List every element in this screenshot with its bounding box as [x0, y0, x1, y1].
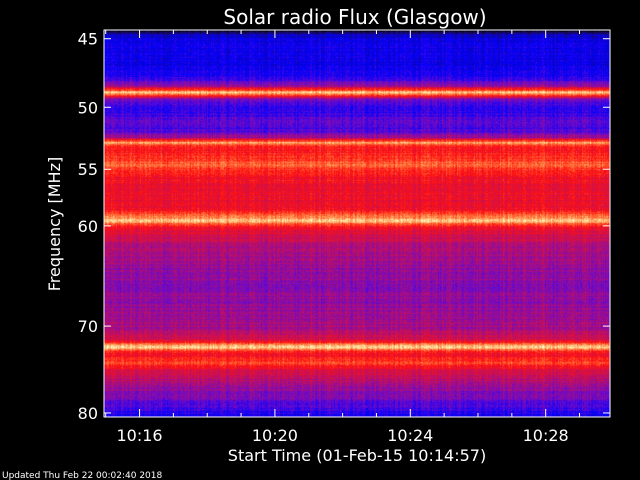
x-tick-label: 10:20 [252, 426, 298, 445]
updated-timestamp: Updated Thu Feb 22 00:02:40 2018 [2, 471, 163, 480]
x-tick-label: 10:28 [523, 426, 569, 445]
y-tick-label: 70 [78, 317, 98, 336]
y-tick-label: 80 [78, 404, 98, 423]
y-axis-label: Frequency [MHz] [45, 157, 64, 291]
spectrogram-plot-area [103, 29, 611, 418]
x-axis: 10:16 10:20 10:24 10:28 [105, 30, 581, 445]
x-axis-label: Start Time (01-Feb-15 10:14:57) [228, 446, 486, 465]
x-tick-label: 10:24 [387, 426, 433, 445]
y-tick-label: 45 [78, 30, 98, 49]
spectrogram-heatmap [104, 30, 610, 417]
x-tick-label: 10:16 [116, 426, 162, 445]
y-tick-label: 55 [78, 160, 98, 179]
chart-title: Solar radio Flux (Glasgow) [223, 5, 486, 29]
plot-frame [103, 29, 611, 418]
y-tick-label: 60 [78, 217, 98, 236]
y-tick-label: 50 [78, 98, 98, 117]
y-axis: 45 50 55 60 70 80 [78, 30, 610, 423]
